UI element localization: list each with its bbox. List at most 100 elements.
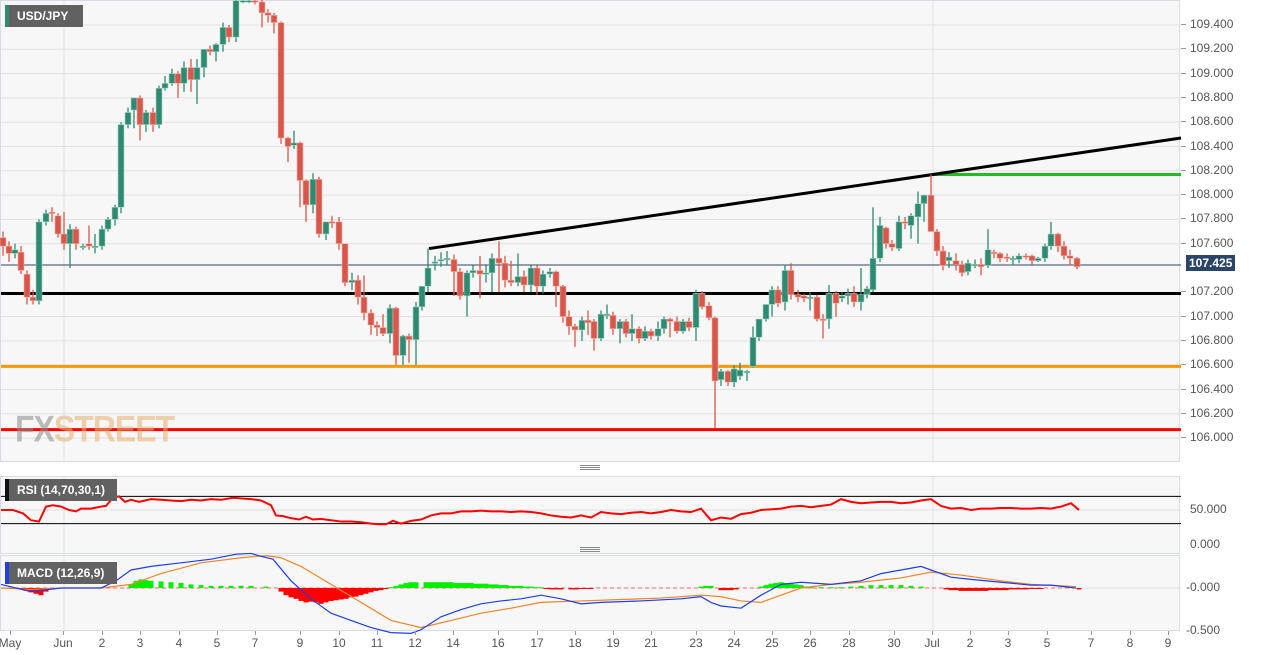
price-tick-label: 106.800 bbox=[1190, 332, 1234, 347]
rsi-line bbox=[1, 495, 1080, 526]
candle bbox=[1028, 254, 1036, 265]
candle bbox=[565, 310, 573, 335]
time-tick-label: 3 bbox=[136, 636, 144, 650]
macd-histogram-bar bbox=[358, 588, 364, 596]
candle bbox=[456, 268, 464, 300]
candle bbox=[1054, 232, 1062, 253]
time-tick-label: 12 bbox=[408, 636, 422, 650]
time-tick bbox=[179, 631, 180, 635]
macd-histogram-bar bbox=[558, 588, 564, 590]
time-tick-label: 2 bbox=[966, 636, 974, 650]
candle bbox=[399, 334, 407, 366]
macd-histogram-bar bbox=[508, 585, 514, 588]
candle bbox=[66, 224, 74, 268]
candle bbox=[819, 314, 827, 339]
candle bbox=[17, 246, 25, 275]
candle bbox=[590, 319, 598, 351]
candle bbox=[117, 122, 125, 214]
candlestick-chart[interactable] bbox=[0, 0, 1182, 463]
candle bbox=[660, 316, 668, 334]
candle bbox=[920, 194, 928, 222]
time-tick-label: 7 bbox=[251, 636, 259, 650]
candle bbox=[622, 319, 630, 338]
symbol-color-bar bbox=[5, 5, 9, 27]
candle bbox=[258, 0, 266, 28]
macd-histogram-bar bbox=[423, 582, 429, 588]
candle bbox=[392, 306, 400, 366]
candle bbox=[895, 215, 903, 251]
candle bbox=[309, 173, 317, 214]
macd-histogram-bar bbox=[773, 582, 779, 588]
candle bbox=[469, 265, 477, 278]
macd-histogram-bar bbox=[458, 582, 464, 588]
macd-histogram-bar bbox=[548, 588, 554, 590]
time-tick-label: 9 bbox=[296, 636, 304, 650]
candle bbox=[48, 207, 56, 222]
macd-color-bar bbox=[5, 562, 9, 584]
candle bbox=[284, 136, 292, 163]
macd-histogram-bar bbox=[483, 583, 489, 588]
macd-histogram-bar bbox=[443, 582, 449, 588]
time-tick-label: 30 bbox=[887, 636, 901, 650]
macd-histogram-bar bbox=[723, 588, 729, 591]
candle bbox=[225, 25, 233, 43]
candle bbox=[322, 221, 330, 241]
macd-histogram-bar bbox=[493, 584, 499, 588]
time-tick bbox=[1091, 631, 1092, 635]
time-tick-label: 8 bbox=[1126, 636, 1134, 650]
macd-histogram-bar bbox=[348, 588, 354, 598]
macd-label: MACD (12,26,9) bbox=[5, 562, 117, 584]
price-chart-pane[interactable]: FXSTREET USD/JPY bbox=[0, 0, 1182, 463]
pane-resize-handle-macd[interactable] bbox=[580, 547, 600, 552]
candle bbox=[717, 368, 725, 386]
time-tick-label: 11 bbox=[370, 636, 384, 650]
macd-histogram-bar bbox=[133, 580, 139, 588]
macd-histogram-bar bbox=[943, 588, 949, 590]
candle bbox=[450, 254, 458, 296]
macd-histogram-bar bbox=[1003, 588, 1009, 591]
price-tick-label: 106.200 bbox=[1190, 405, 1234, 420]
price-tick-label: 108.400 bbox=[1190, 138, 1234, 153]
candle bbox=[341, 243, 349, 287]
candle bbox=[1066, 249, 1074, 266]
macd-pane[interactable]: MACD (12,26,9) bbox=[0, 552, 1181, 634]
macd-histogram-bar bbox=[143, 580, 149, 588]
candle bbox=[914, 191, 922, 244]
candle bbox=[373, 321, 381, 337]
candle bbox=[1073, 257, 1081, 270]
time-tick bbox=[575, 631, 576, 635]
macd-histogram-bar bbox=[353, 588, 359, 597]
price-tick bbox=[1181, 437, 1186, 439]
candle bbox=[206, 45, 214, 56]
macd-histogram-bar bbox=[478, 583, 484, 588]
macd-histogram-bar bbox=[308, 588, 314, 602]
time-tick bbox=[1130, 631, 1131, 635]
candle bbox=[155, 85, 163, 129]
macd-histogram-bar bbox=[868, 585, 874, 588]
candle bbox=[844, 288, 852, 305]
macd-histogram-bar bbox=[373, 588, 379, 591]
time-tick-label: 5 bbox=[213, 636, 221, 650]
macd-histogram-bar bbox=[323, 588, 329, 603]
price-tick bbox=[1181, 315, 1186, 317]
candle bbox=[1015, 253, 1023, 264]
candle bbox=[736, 362, 744, 380]
candle bbox=[354, 275, 362, 305]
candle bbox=[933, 229, 941, 256]
rsi-label-text: RSI (14,70,30,1) bbox=[17, 483, 106, 497]
macd-histogram-bar bbox=[218, 585, 224, 588]
time-tick-label: 10 bbox=[332, 636, 346, 650]
macd-histogram-bar bbox=[538, 587, 544, 589]
rsi-pane[interactable]: RSI (14,70,30,1) bbox=[0, 476, 1181, 555]
candle bbox=[692, 289, 700, 341]
candle bbox=[245, 0, 253, 4]
price-tick bbox=[1181, 364, 1186, 366]
macd-histogram-bar bbox=[513, 585, 519, 588]
macd-histogram-bar bbox=[378, 588, 384, 591]
pane-resize-handle-rsi[interactable] bbox=[580, 465, 600, 470]
macd-histogram-bar bbox=[328, 588, 334, 601]
time-tick bbox=[1008, 631, 1009, 635]
candle bbox=[863, 286, 871, 299]
candle bbox=[552, 270, 560, 307]
macd-histogram-bar bbox=[393, 585, 399, 588]
